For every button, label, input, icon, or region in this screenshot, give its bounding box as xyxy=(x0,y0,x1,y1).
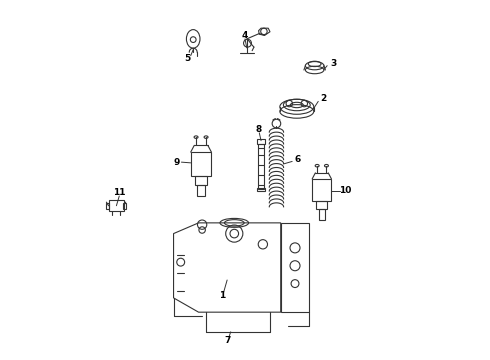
Text: 1: 1 xyxy=(220,291,225,300)
Text: 9: 9 xyxy=(173,158,180,167)
Text: 11: 11 xyxy=(113,188,125,197)
Text: 6: 6 xyxy=(295,156,301,165)
Bar xyxy=(123,203,126,209)
Bar xyxy=(312,179,331,202)
Text: 10: 10 xyxy=(339,186,351,195)
Text: 5: 5 xyxy=(185,54,191,63)
Text: 7: 7 xyxy=(225,336,231,345)
Text: 3: 3 xyxy=(330,59,337,68)
Bar xyxy=(191,152,211,176)
Bar xyxy=(109,201,123,211)
Bar xyxy=(257,188,265,191)
Bar xyxy=(197,185,205,196)
Text: 4: 4 xyxy=(241,31,247,40)
Bar xyxy=(258,144,264,189)
Text: 8: 8 xyxy=(255,125,262,134)
Bar xyxy=(317,201,327,209)
Bar xyxy=(319,208,325,220)
Bar xyxy=(106,203,109,209)
Bar xyxy=(257,139,265,144)
Bar xyxy=(195,176,207,185)
Text: 2: 2 xyxy=(320,94,327,103)
